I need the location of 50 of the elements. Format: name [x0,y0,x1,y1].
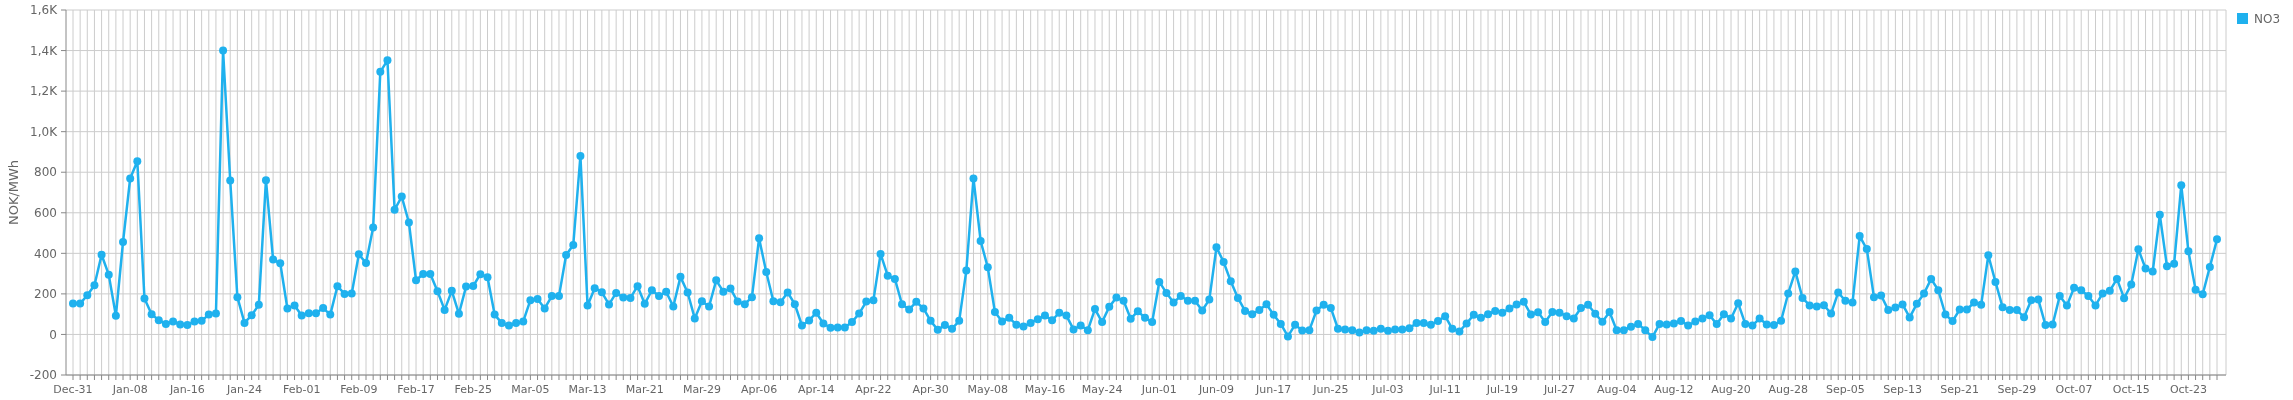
y-tick-label: 1,4K [30,43,59,58]
x-tick-label: Apr-14 [798,383,835,396]
x-tick-label: Sep-05 [1826,383,1865,396]
x-tick-label: Feb-17 [397,383,435,396]
y-tick-label: 1,2K [30,84,59,99]
x-tick-label: Sep-13 [1883,383,1922,396]
x-tick-label: Sep-29 [1997,383,2037,396]
x-tick-label: May-24 [1081,383,1123,396]
x-tick-label: Feb-25 [454,383,492,396]
y-tick-label: 1,6K [30,3,59,18]
x-tick-label: Mar-05 [511,383,550,396]
y-tick-label: 400 [34,246,57,261]
x-tick-label: Mar-13 [568,383,607,396]
x-tick-label: Jul-19 [1485,383,1518,396]
x-tick-label: Apr-06 [740,383,778,396]
legend-label: NO3 [2254,12,2281,26]
x-tick-label: Jul-27 [1542,383,1576,396]
x-tick-label: Mar-29 [682,383,721,396]
x-tick-label: Jan-08 [111,383,148,396]
x-tick-label: Sep-21 [1940,383,1980,396]
y-axis-title: NOK/MWh [6,159,21,226]
x-tick-label: May-16 [1024,383,1066,396]
x-tick-label: Feb-01 [282,383,321,396]
y-tick-label: 0 [49,327,57,342]
x-tick-label: Jun-09 [1197,383,1235,396]
x-tick-label: Jan-24 [226,383,262,396]
x-tick-label: Aug-04 [1596,383,1637,396]
x-tick-label: Jun-01 [1140,383,1177,396]
x-tick-label: Aug-12 [1654,383,1694,396]
y-tick-label: 200 [34,287,57,302]
x-tick-label: Dec-31 [53,383,93,396]
y-tick-label: 600 [34,205,57,220]
x-tick-label: Oct-23 [2169,383,2207,396]
x-tick-label: Jun-25 [1312,383,1349,396]
x-tick-label: May-08 [967,383,1009,396]
x-tick-label: Aug-20 [1711,383,1751,396]
x-tick-label: Jul-03 [1371,383,1404,396]
x-tick-label: Jul-11 [1428,383,1461,396]
y-tick-label: 1,0K [30,124,59,139]
x-tick-label: Aug-28 [1768,383,1808,396]
x-tick-label: Apr-22 [855,383,892,396]
x-tick-label: Jan-16 [168,383,205,396]
y-tick-label: -200 [29,368,57,383]
x-tick-label: Jun-17 [1255,383,1292,396]
y-tick-label: 800 [34,165,57,180]
x-tick-label: Mar-21 [625,383,664,396]
x-tick-label: Apr-30 [912,383,949,396]
x-tick-label: Oct-15 [2112,383,2150,396]
x-tick-label: Feb-09 [340,383,378,396]
x-tick-label: Oct-07 [2055,383,2093,396]
